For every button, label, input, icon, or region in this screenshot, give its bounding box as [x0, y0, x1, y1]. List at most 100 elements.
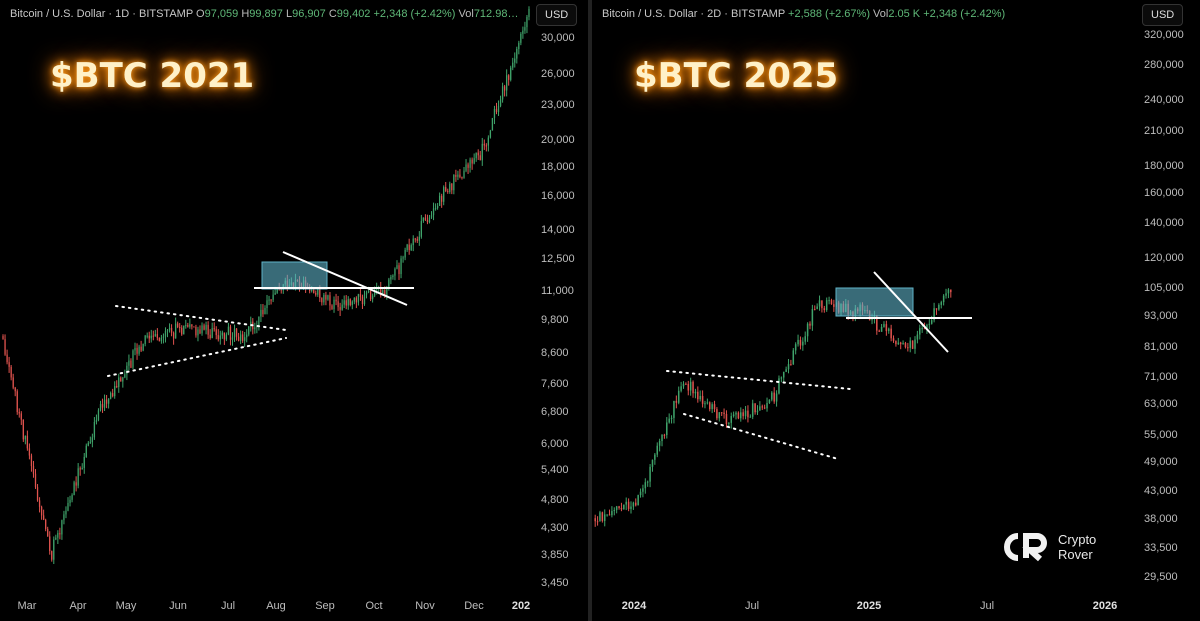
candle — [708, 401, 711, 412]
candle-body — [716, 409, 718, 419]
candle — [24, 435, 27, 445]
candle — [380, 281, 382, 298]
candle — [675, 395, 678, 409]
candle-body — [447, 190, 449, 192]
currency-button[interactable]: USD — [1142, 4, 1184, 26]
time-tick-label: Apr — [69, 600, 87, 612]
candle — [244, 331, 246, 347]
candle-body — [493, 108, 496, 118]
candle — [420, 214, 423, 239]
candle — [335, 293, 337, 306]
chart-panel-right[interactable]: Bitcoin / U.S. Dollar · 2D · BITSTAMP +2… — [592, 0, 1200, 621]
candlestick-chart-2025[interactable] — [592, 0, 1200, 621]
candle — [447, 188, 449, 194]
candle-body — [615, 506, 618, 510]
candle-body — [329, 295, 331, 306]
candle — [193, 326, 195, 328]
candle-body — [630, 506, 632, 509]
candle-body — [65, 510, 67, 515]
candle-body — [16, 391, 18, 413]
candle-body — [730, 416, 732, 423]
candle — [264, 305, 266, 315]
candle — [144, 334, 146, 347]
candle — [57, 530, 59, 545]
candle — [217, 329, 219, 342]
candle — [77, 463, 79, 489]
candle-body — [75, 482, 77, 486]
candle-body — [229, 326, 232, 340]
candle — [642, 484, 644, 498]
candle — [333, 296, 335, 313]
candle-body — [818, 300, 821, 307]
candle-body — [497, 105, 500, 113]
candle — [611, 506, 613, 518]
candle-body — [8, 362, 10, 367]
candle — [646, 480, 649, 487]
candle — [477, 149, 479, 160]
candle — [623, 504, 625, 510]
candle-body — [438, 195, 441, 206]
candlestick-chart-2021[interactable] — [0, 0, 588, 621]
candle-body — [412, 238, 414, 246]
candle — [22, 419, 24, 442]
high-label: H — [241, 8, 250, 20]
candle-body — [237, 336, 240, 341]
candle — [207, 321, 209, 339]
candle-body — [518, 42, 520, 49]
candle — [682, 381, 685, 389]
candle-body — [323, 294, 325, 303]
candle — [424, 214, 427, 221]
candle-body — [420, 221, 423, 237]
candle-body — [142, 343, 144, 351]
candle-body — [487, 137, 490, 146]
candle — [635, 498, 637, 507]
candle — [740, 407, 742, 422]
candle — [116, 380, 118, 389]
candle — [51, 550, 53, 562]
candle — [16, 389, 18, 415]
candle-body — [935, 308, 938, 310]
candle-body — [505, 75, 508, 91]
candle — [720, 412, 723, 417]
candle — [394, 267, 396, 281]
candle-body — [938, 304, 940, 310]
candle — [713, 400, 716, 413]
candle — [97, 408, 100, 422]
candle-body — [455, 174, 457, 177]
price-tick-label: 280,000 — [1144, 59, 1184, 72]
currency-button[interactable]: USD — [536, 4, 578, 26]
candle-body — [428, 217, 431, 223]
candle-body — [400, 258, 402, 275]
candle — [615, 505, 618, 514]
volume-label: Vol — [873, 8, 889, 20]
candle-body — [311, 289, 313, 292]
price-tick-label: 93,000 — [1144, 309, 1178, 322]
candle — [457, 170, 459, 181]
candle — [246, 329, 248, 343]
candle-body — [926, 324, 928, 329]
candle-body — [483, 143, 485, 146]
candle-body — [177, 323, 179, 328]
candle-body — [414, 238, 416, 240]
candle — [742, 408, 744, 420]
candle-body — [942, 295, 945, 303]
candle-body — [388, 279, 390, 289]
candle — [902, 340, 904, 345]
candle — [248, 326, 250, 337]
candle-body — [197, 329, 199, 336]
candle-body — [495, 108, 498, 113]
candle — [156, 328, 159, 341]
candle — [744, 406, 747, 420]
candle — [878, 329, 880, 332]
candle — [154, 329, 156, 337]
panel-divider[interactable] — [588, 0, 592, 621]
candle-body — [347, 299, 349, 306]
chart-panel-left[interactable]: Bitcoin / U.S. Dollar · 1D · BITSTAMP O9… — [0, 0, 588, 621]
candle-body — [699, 395, 701, 400]
candle-body — [471, 159, 473, 164]
candle — [489, 129, 492, 139]
candle-body — [280, 289, 282, 291]
candle — [209, 329, 211, 340]
candle — [140, 340, 142, 353]
candle-body — [644, 482, 647, 489]
